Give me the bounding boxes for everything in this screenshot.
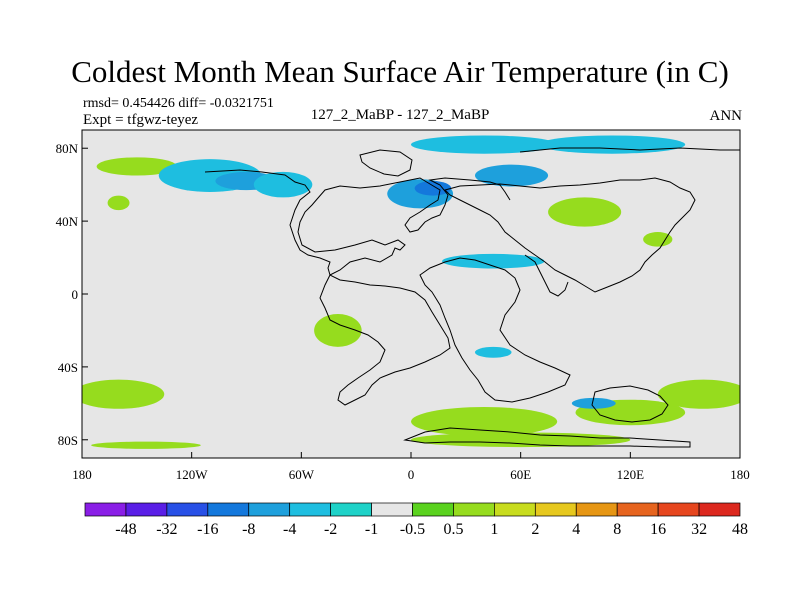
coastline-north-america (204, 169, 511, 276)
colorbar-swatch (125, 502, 168, 517)
coastline-arctic-islands (519, 147, 740, 153)
colorbar-swatch (289, 502, 331, 517)
coastlines (204, 147, 740, 448)
colorbar-label: -16 (197, 521, 218, 538)
y-tick-label: 0 (72, 287, 79, 302)
colorbar-swatch (166, 502, 209, 517)
anomaly-region-tethys-cyan (442, 253, 545, 269)
x-tick-label: 60E (510, 467, 531, 482)
colorbar-swatch (657, 502, 700, 517)
anomaly-region-antarctic-coast-green-a (411, 406, 558, 437)
x-tick-label: 120W (176, 467, 209, 482)
anomaly-region-north-america-cyan-east (253, 171, 313, 198)
anomaly-region-southern-ocean-green-east (657, 379, 740, 409)
anomaly-region-arctic-ridge-cyan (411, 135, 558, 154)
anomaly-region-arctic-east-cyan (538, 135, 686, 154)
colorbar-label: 32 (691, 521, 707, 538)
colorbar-label: 1 (490, 521, 498, 538)
anomaly-region-antarctica-interior-green (411, 432, 631, 448)
colorbar-swatch (453, 502, 495, 517)
colorbar-swatch (207, 502, 250, 517)
coastline-antarctica (403, 427, 691, 448)
colorbar-swatch (616, 502, 659, 517)
anomaly-region-southern-pacific-green (91, 441, 201, 449)
colorbar-swatch (575, 502, 618, 517)
anomaly-region-siberia-cyan (474, 164, 549, 187)
anomaly-region-north-pacific-arctic-green (96, 157, 178, 176)
anomaly-region-southern-ocean-green-west (82, 379, 165, 409)
anomaly-region-south-atlantic-cyan (474, 346, 512, 358)
anomaly-region-north-pacific-green (107, 195, 130, 211)
colorbar-label: 48 (732, 521, 748, 538)
colorbar-label: -48 (115, 521, 136, 538)
anomaly-region-south-atlantic-green (314, 314, 362, 347)
anomaly-region-europe-deep-cyan (414, 181, 452, 196)
colorbar-label: -32 (156, 521, 177, 538)
comparison-label: 127_2_MaBP - 127_2_MaBP (310, 107, 490, 123)
colorbar: -48 -32 -16 -8 -4 -2 -1 -0.5 0.5 1 2 4 8 16 32 48 (84, 502, 748, 538)
colorbar-label: 16 (650, 521, 666, 538)
colorbar-label: 4 (572, 521, 580, 538)
colorbar-label: -4 (283, 521, 296, 538)
colorbar-label: -2 (324, 521, 337, 538)
colorbar-swatch (494, 502, 536, 517)
colorbar-swatch (84, 502, 127, 517)
x-tick-label: 180 (72, 467, 92, 482)
colorbar-swatch (330, 502, 372, 517)
colorbar-label: 2 (531, 521, 539, 538)
anomaly-region-central-asia-green (548, 197, 622, 227)
coastline-africa (419, 257, 571, 403)
colorbar-swatch (698, 502, 741, 517)
colorbar-label: 0.5 (443, 521, 463, 538)
experiment-label: Expt = tfgwz-teyez (83, 112, 199, 128)
y-axis: 80N 40N 0 40S 80S (56, 141, 88, 448)
coastline-india-region (524, 254, 569, 297)
colorbar-swatch (371, 502, 413, 517)
anomaly-region-antarctic-cyan (571, 397, 616, 409)
y-tick-label: 40S (58, 360, 78, 375)
colorbar-swatch (412, 502, 454, 517)
y-tick-label: 80N (56, 141, 79, 156)
anomaly-region-east-asia-green (643, 232, 673, 247)
coastline-eurasia (444, 177, 696, 293)
colorbar-label: -8 (242, 521, 255, 538)
coastline-south-america (319, 274, 451, 406)
colorbar-swatch (534, 502, 577, 517)
x-tick-label: 180 (730, 467, 750, 482)
colorbar-label: 8 (613, 521, 621, 538)
coastline-australia (591, 385, 669, 423)
x-axis: 180 120W 60W 0 60E 120E 180 (72, 452, 750, 482)
x-tick-label: 0 (408, 467, 415, 482)
colorbar-label: -1 (365, 521, 378, 538)
rmsd-stat: rmsd= 0.454426 diff= -0.0321751 (83, 96, 274, 111)
colorbar-label: -0.5 (400, 521, 425, 538)
colorbar-swatch (248, 502, 291, 517)
chart-title: Coldest Month Mean Surface Air Temperatu… (71, 54, 729, 89)
x-tick-label: 60W (289, 467, 315, 482)
season-label: ANN (709, 108, 743, 124)
y-tick-label: 40N (56, 214, 79, 229)
x-tick-label: 120E (617, 467, 645, 482)
y-tick-label: 80S (58, 433, 78, 448)
coastline-greenland (359, 149, 413, 177)
